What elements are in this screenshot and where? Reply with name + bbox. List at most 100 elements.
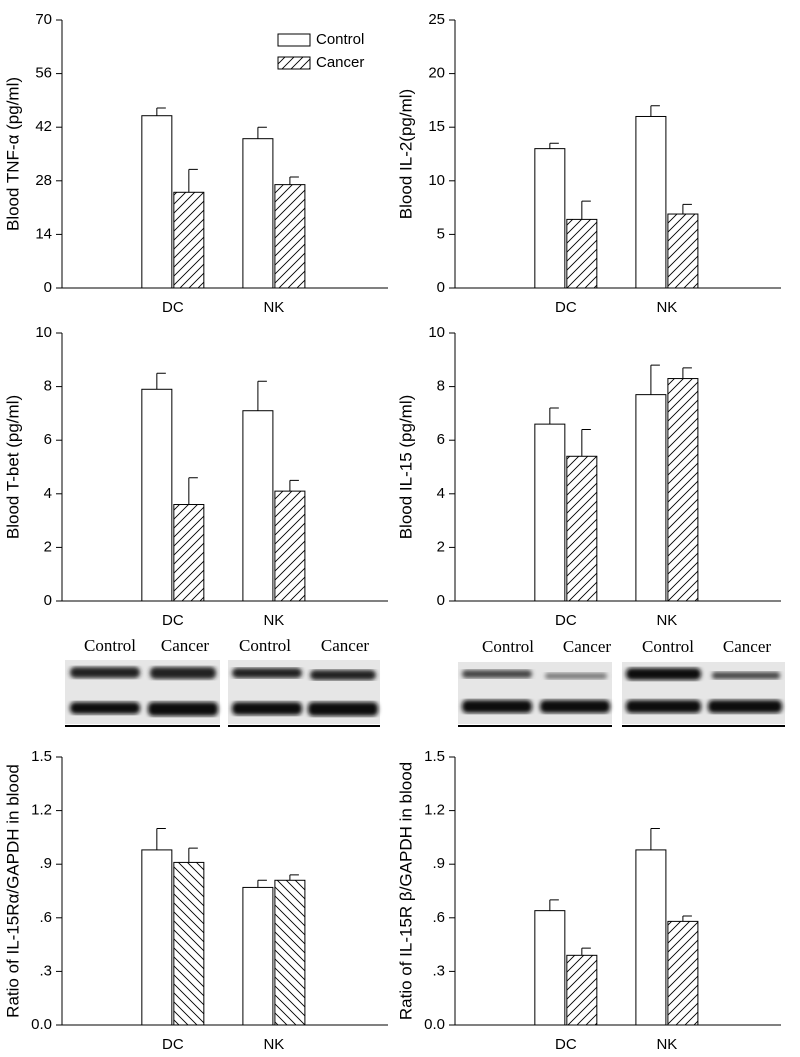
y-tick-label: 0: [44, 279, 52, 296]
y-tick-label: 10: [35, 324, 52, 341]
y-tick-label: 4: [437, 485, 445, 502]
error-bar: [156, 107, 166, 116]
panel: 0 2 4 6 8 10 Blood IL-15 (pg/ml) DC NK: [396, 324, 781, 629]
y-tick-label: 4: [44, 485, 52, 502]
bar: [274, 184, 306, 289]
y-tick-label: 0: [437, 279, 445, 296]
blot-label: Cancer: [723, 637, 771, 656]
error-bar: [188, 477, 198, 505]
y-tick-label: .3: [39, 962, 52, 979]
y-tick-label: .6: [39, 909, 52, 926]
y-tick-label: 0.0: [31, 1016, 52, 1033]
bar: [242, 410, 274, 602]
error-bar: [650, 364, 660, 395]
bar: [274, 490, 306, 602]
error-bar: [682, 203, 692, 215]
error-bar: [188, 168, 198, 193]
error-bar: [549, 407, 559, 425]
error-bar: [549, 142, 559, 149]
bar: [635, 849, 667, 1026]
blot-right: Control Cancer Control Cancer: [458, 637, 785, 727]
y-tick-label: 5: [437, 225, 445, 242]
bar: [242, 138, 274, 289]
blot-label: Control: [482, 637, 534, 656]
x-tick-label: NK: [263, 1036, 284, 1053]
blot-label: Control: [84, 636, 136, 655]
y-tick-label: 10: [428, 324, 445, 341]
y-tick-label: 14: [35, 225, 52, 242]
bar: [534, 148, 566, 289]
legend-swatch: [277, 33, 311, 47]
x-tick-label: DC: [555, 612, 577, 629]
panel: 0 14 28 42 56 70 Blood TNF-α (pg/ml) DC NK Contro…: [3, 11, 388, 316]
y-tick-label: 1.2: [31, 802, 52, 819]
legend-swatch: [277, 56, 311, 70]
bar: [141, 849, 173, 1026]
blot-label: Cancer: [563, 637, 611, 656]
bar: [566, 455, 598, 602]
y-axis-label: Ratio of IL-15Rα/GAPDH in blood: [3, 764, 22, 1018]
y-tick-label: 1.2: [424, 802, 445, 819]
bar: [173, 504, 205, 602]
error-bar: [257, 126, 267, 139]
error-bar: [682, 915, 692, 922]
x-tick-label: NK: [656, 1036, 677, 1053]
error-bar: [650, 105, 660, 117]
error-bar: [581, 200, 591, 220]
x-tick-label: NK: [656, 612, 677, 629]
x-tick-label: NK: [656, 299, 677, 316]
y-tick-label: 1.5: [424, 748, 445, 765]
y-axis-label: Blood IL-2(pg/ml): [396, 89, 415, 219]
bar: [534, 423, 566, 602]
y-tick-label: .9: [432, 855, 445, 872]
error-bar: [289, 874, 299, 881]
y-tick-label: 2: [44, 538, 52, 555]
y-tick-label: 1.5: [31, 748, 52, 765]
legend-label: Cancer: [316, 54, 364, 71]
y-tick-label: 15: [428, 118, 445, 135]
bar: [534, 910, 566, 1026]
blot-label: Cancer: [161, 636, 209, 655]
y-tick-label: .6: [432, 909, 445, 926]
bar: [566, 954, 598, 1026]
error-bar: [257, 879, 267, 888]
error-bar: [549, 899, 559, 911]
y-tick-label: 70: [35, 11, 52, 28]
y-tick-label: 20: [428, 65, 445, 82]
bar: [173, 191, 205, 289]
error-bar: [581, 428, 591, 457]
bar: [667, 378, 699, 602]
error-bar: [156, 827, 166, 850]
y-tick-label: 25: [428, 11, 445, 28]
x-tick-label: NK: [263, 299, 284, 316]
y-tick-label: 2: [437, 538, 445, 555]
bar: [566, 218, 598, 289]
y-tick-label: 56: [35, 65, 52, 82]
y-tick-label: 0: [437, 592, 445, 609]
bar: [667, 213, 699, 289]
error-bar: [581, 947, 591, 956]
error-bar: [650, 827, 660, 850]
bar: [635, 394, 667, 602]
panel: 0 5 10 15 20 25 Blood IL-2(pg/ml) DC NK: [396, 11, 781, 316]
panel: 0.0 .3 .6 .9 1.2 1.5 Ratio of IL-15Rα/GAPDH in…: [3, 748, 388, 1053]
error-bar: [156, 372, 166, 390]
y-tick-label: 6: [44, 431, 52, 448]
y-tick-label: 10: [428, 172, 445, 189]
bar: [274, 879, 306, 1026]
bar: [635, 115, 667, 289]
bar: [667, 920, 699, 1026]
bar: [141, 115, 173, 289]
x-tick-label: DC: [162, 612, 184, 629]
y-axis-label: Ratio of IL-15R β/GAPDH in blood: [396, 762, 415, 1020]
error-bar: [257, 380, 267, 411]
x-tick-label: DC: [162, 299, 184, 316]
y-axis-label: Blood TNF-α (pg/ml): [3, 77, 22, 231]
bar: [173, 861, 205, 1026]
y-tick-label: .3: [432, 962, 445, 979]
blot-label: Control: [239, 636, 291, 655]
error-bar: [289, 479, 299, 492]
blot-label: Cancer: [321, 636, 369, 655]
